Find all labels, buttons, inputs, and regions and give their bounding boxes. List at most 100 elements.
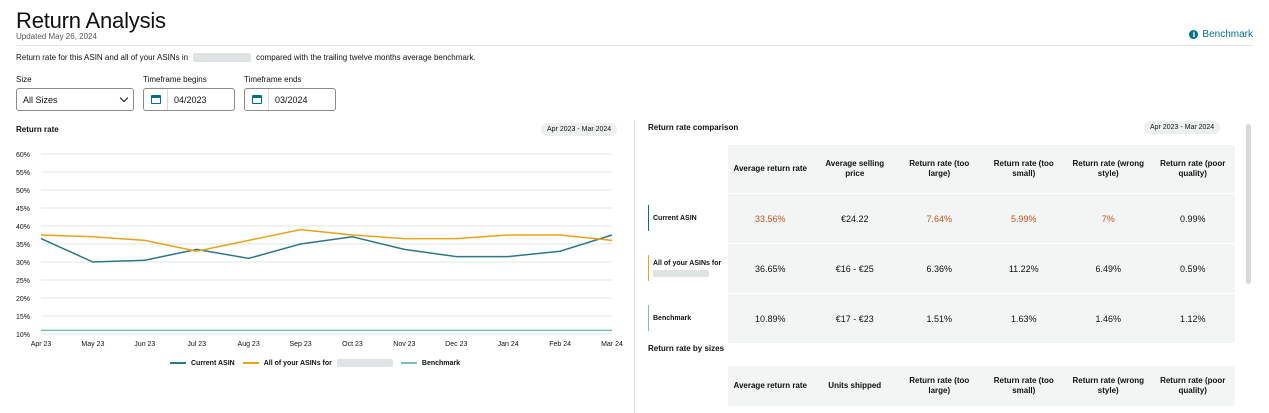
table-cell: €24.22 [812,193,897,243]
comparison-range-badge: Apr 2023 - Mar 2024 [1144,121,1221,134]
column-header: Return rate (too small) [981,145,1066,193]
calendar-button[interactable] [144,89,168,110]
x-tick-label: Mar 24 [601,341,623,348]
y-tick-label: 45% [16,206,30,213]
by-sizes-table: Average return rate Units shipped Return… [648,366,1235,406]
legend-item-current: Current ASIN [170,360,235,367]
legend-label: Benchmark [421,359,461,367]
info-icon: i [1189,30,1199,39]
description-suffix: compared with the trailing twelve months… [256,53,476,62]
table-corner [648,145,728,193]
column-header: Return rate (too large) [897,145,982,193]
table-cell: 33.56% [728,193,813,243]
page-title: Return Analysis [16,8,166,33]
y-tick-label: 30% [16,260,30,267]
chart-title: Return rate [16,125,59,134]
table-cell: 11.22% [981,243,1066,293]
x-tick-label: Oct 23 [342,341,363,348]
legend-swatch [170,362,186,364]
y-tick-label: 40% [16,224,30,231]
table-cell: 1.12% [1150,293,1235,343]
row-label-all-asins: All of your ASINs for [648,255,728,281]
chevron-down-icon [119,93,129,102]
size-select[interactable]: All Sizes [16,88,134,111]
column-header: Average return rate [728,366,813,406]
row-label-text: All of your ASINs for [653,259,722,267]
column-header: Average return rate [728,145,813,193]
timeframe-ends-label: Timeframe ends [244,75,302,84]
y-tick-label: 20% [16,296,30,303]
benchmark-link[interactable]: i Benchmark [1189,29,1253,40]
column-header: Return rate (wrong style) [1066,366,1151,406]
column-header: Return rate (too large) [897,366,982,406]
table-cell: 7% [1066,193,1151,243]
redacted-category [336,359,393,367]
x-tick-label: Jun 23 [134,341,155,348]
table-cell: €17 - €23 [812,293,897,343]
return-rate-chart: 10% 15% 20% 25% 30% 35% 40% 45% 50% 55% 60% Apr 23 M… [16,152,623,348]
comparison-title: Return rate comparison [648,123,739,132]
column-header: Return rate (poor quality) [1150,366,1235,406]
description-prefix: Return rate for this ASIN and all of you… [16,53,189,62]
x-tick-label: Feb 24 [549,341,571,348]
y-tick-label: 10% [16,332,30,339]
panel-divider [634,120,635,413]
y-tick-label: 50% [16,188,30,195]
x-tick-label: Aug 23 [238,341,260,348]
legend-swatch [400,362,417,364]
legend-label: All of your ASINs for [263,359,332,367]
row-label-benchmark: Benchmark [648,305,728,331]
timeframe-begins-label: Timeframe begins [143,75,207,84]
column-header: Units shipped [812,366,897,406]
calendar-icon [150,95,161,104]
table-corner [648,366,728,406]
benchmark-link-label: Benchmark [1202,29,1253,40]
x-tick-label: Jan 24 [498,341,519,348]
redacted-category [193,53,252,62]
chart-legend: Current ASIN All of your ASINs for Bench… [170,359,460,367]
calendar-icon [251,95,262,104]
table-cell: 7.64% [897,193,982,243]
column-header: Average selling price [812,145,897,193]
y-tick-label: 25% [16,278,30,285]
table-cell: 0.99% [1150,193,1235,243]
size-select-value: All Sizes [23,94,58,105]
table-cell: 5.99% [981,193,1066,243]
legend-item-benchmark: Benchmark [400,359,461,367]
table-cell: 0.59% [1150,243,1235,293]
x-tick-label: May 23 [81,341,104,348]
by-sizes-title: Return rate by sizes [648,344,725,353]
table-cell: 6.49% [1066,243,1151,293]
legend-label: Current ASIN [191,359,235,367]
table-cell: 36.65% [728,243,813,293]
timeframe-ends-value: 03/2024 [275,94,308,105]
y-tick-label: 35% [16,242,30,249]
chart-range-badge: Apr 2023 - Mar 2024 [541,123,618,136]
y-tick-label: 55% [16,170,30,177]
x-tick-label: Dec 23 [445,341,467,348]
timeframe-ends-field[interactable]: 03/2024 [244,88,336,111]
series-line-all-of-your-asins-for [40,228,613,252]
legend-item-all: All of your ASINs for [242,359,393,367]
x-tick-label: Sep 23 [289,341,311,348]
calendar-button[interactable] [245,89,269,110]
table-cell: 10.89% [728,293,813,343]
redacted-category [653,269,709,277]
description: Return rate for this ASIN and all of you… [16,53,476,62]
column-header: Return rate (poor quality) [1150,145,1235,193]
x-tick-label: Apr 23 [31,341,52,348]
updated-timestamp: Updated May 26, 2024 [16,32,97,41]
timeframe-begins-field[interactable]: 04/2023 [143,88,235,111]
column-header: Return rate (wrong style) [1066,145,1151,193]
header-divider [16,45,1253,46]
legend-swatch [242,362,259,364]
table-cell: €16 - €25 [812,243,897,293]
row-label-current-asin: Current ASIN [648,205,728,231]
column-header: Return rate (too small) [981,366,1066,406]
table-cell: 1.51% [897,293,982,343]
timeframe-begins-value: 04/2023 [174,94,207,105]
comparison-table: Average return rate Average selling pric… [648,145,1235,343]
scrollbar[interactable] [1246,124,1251,284]
x-tick-label: Jul 23 [187,341,206,348]
table-cell: 6.36% [897,243,982,293]
